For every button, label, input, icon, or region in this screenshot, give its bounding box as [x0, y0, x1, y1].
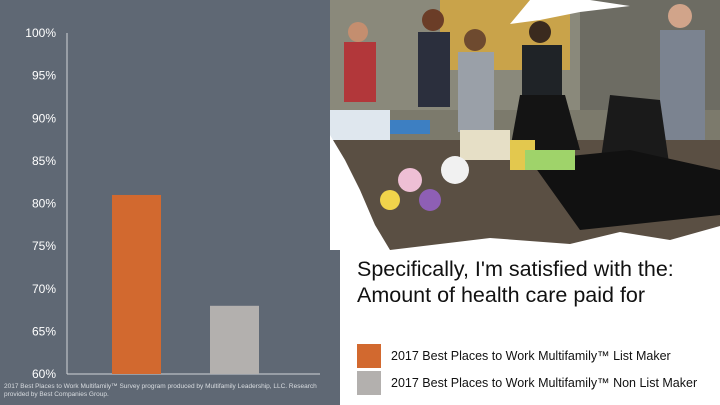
source-footnote: 2017 Best Places to Work Multifamily™ Su…: [4, 383, 317, 398]
y-tick-label: 80%: [32, 197, 56, 211]
legend-swatch-non-list-maker: [357, 371, 381, 395]
y-tick-label: 100%: [25, 26, 56, 40]
y-tick-label: 65%: [32, 324, 56, 338]
chart-title: Specifically, I'm satisfied with the: Am…: [357, 257, 674, 307]
y-tick-label: 90%: [32, 111, 56, 125]
y-tick-label: 75%: [32, 239, 56, 253]
legend-item-list-maker: 2017 Best Places to Work Multifamily™ Li…: [357, 344, 671, 368]
legend-item-non-list-maker: 2017 Best Places to Work Multifamily™ No…: [357, 371, 697, 395]
y-tick-label: 95%: [32, 69, 56, 83]
legend-swatch-list-maker: [357, 344, 381, 368]
bar-list-maker: [112, 194, 161, 374]
volunteer-photo: [330, 0, 720, 250]
y-tick-label: 60%: [32, 367, 56, 381]
legend-label-list-maker: 2017 Best Places to Work Multifamily™ Li…: [391, 349, 671, 363]
chart-panel: [0, 0, 340, 405]
bar-chart: 60% 65% 70% 75% 80% 85% 90% 95% 100%: [25, 26, 320, 381]
y-tick-label: 70%: [32, 282, 56, 296]
legend-label-non-list-maker: 2017 Best Places to Work Multifamily™ No…: [391, 376, 698, 390]
y-tick-label: 85%: [32, 154, 56, 168]
bar-non-list-maker: [210, 305, 259, 374]
